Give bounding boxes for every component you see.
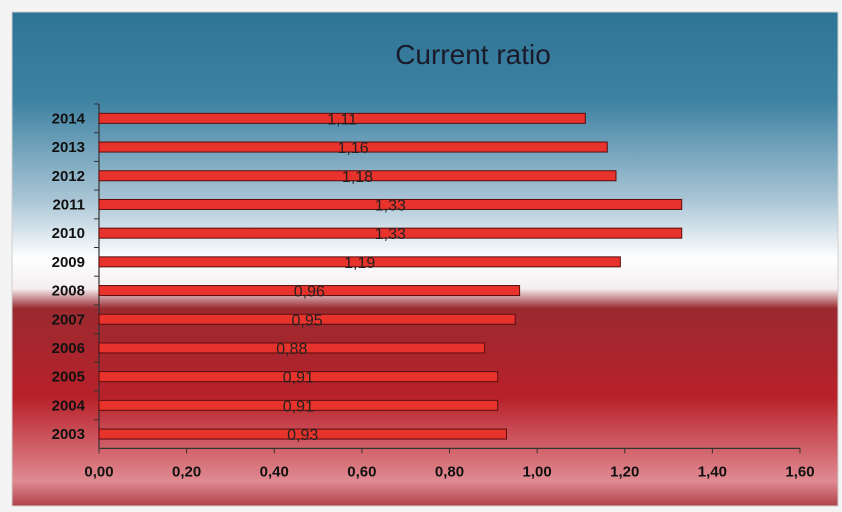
bar	[98, 428, 507, 440]
y-tick-label: 2008	[52, 283, 85, 300]
bar	[98, 313, 516, 325]
data-label: 0,95	[292, 312, 323, 329]
x-tick-label: 1,00	[523, 463, 552, 480]
bar	[98, 399, 499, 411]
y-tick-label: 2007	[52, 311, 85, 328]
chart-title: Current ratio	[395, 39, 551, 70]
x-tick-label: 0,20	[172, 463, 201, 480]
axis-layer: 0,00 0,20 0,40 0,60 0,80 1,00 1,20 1,40 1,60 2014…	[52, 103, 815, 480]
data-label: 1,33	[375, 226, 406, 243]
data-label: 0,93	[287, 427, 318, 444]
y-tick-label: 2010	[52, 225, 85, 242]
data-labels-layer: 1,111,161,181,331,331,190,960,950,880,91…	[276, 111, 406, 444]
x-tick-label: 1,20	[610, 463, 639, 480]
data-label: 1,16	[338, 140, 369, 157]
y-tick-label: 2004	[52, 397, 86, 414]
x-tick-label: 0,40	[260, 463, 289, 480]
y-tick-label: 2009	[52, 254, 85, 271]
y-tick-label: 2013	[52, 139, 85, 156]
y-tick-label: 2003	[52, 426, 85, 443]
data-label: 0,91	[283, 370, 314, 387]
x-tick-label: 0,60	[347, 463, 376, 480]
x-tick-label: 0,80	[435, 463, 464, 480]
bar	[98, 170, 617, 182]
bar	[98, 227, 683, 239]
data-label: 1,18	[342, 169, 373, 186]
data-label: 0,96	[294, 284, 325, 301]
bar	[98, 256, 621, 268]
y-tick-label: 2005	[52, 369, 85, 386]
data-label: 1,19	[344, 255, 375, 272]
data-label: 1,11	[327, 111, 357, 128]
y-tick-label: 2012	[52, 168, 85, 185]
bar	[98, 141, 608, 153]
y-tick-label: 2006	[52, 340, 85, 357]
bar	[98, 198, 683, 210]
data-label: 1,33	[375, 197, 406, 214]
x-tick-label: 0,00	[84, 463, 113, 480]
x-tick-label: 1,60	[785, 463, 814, 480]
x-tick-label: 1,40	[698, 463, 727, 480]
bars-layer	[98, 112, 683, 440]
bar	[98, 112, 586, 124]
bar	[98, 285, 521, 297]
data-label: 0,88	[276, 341, 307, 358]
bar	[98, 342, 486, 354]
data-label: 0,91	[283, 398, 314, 415]
y-tick-label: 2014	[52, 110, 86, 127]
bar	[98, 371, 499, 383]
y-tick-label: 2011	[52, 196, 85, 213]
